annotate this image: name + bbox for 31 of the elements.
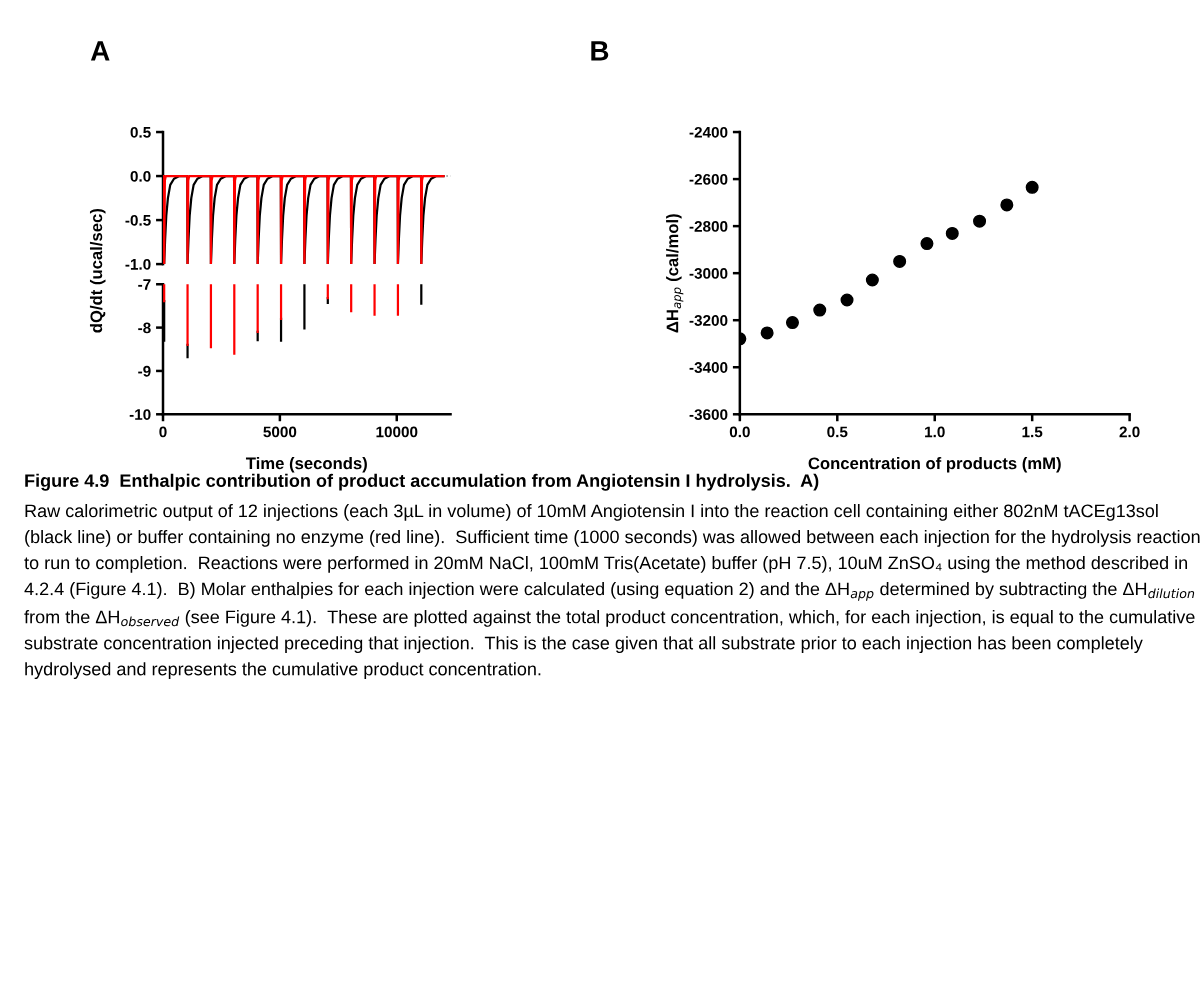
x-tick-label: 0 xyxy=(159,426,167,438)
y-tick-label: -2800 xyxy=(689,221,728,232)
y-tick-label: -10 xyxy=(129,409,151,420)
y-tick-label: 0.5 xyxy=(130,126,151,138)
y-axis-title: dQ/dt (ucal/sec) xyxy=(89,209,106,333)
x-tick-label: 1.0 xyxy=(925,426,945,438)
x-tick-label: 5000 xyxy=(263,426,297,438)
x-tick-label: 2.0 xyxy=(1119,426,1140,438)
x-tick-label: 0.5 xyxy=(827,426,848,438)
x-axis-title: Concentration of products (mM) xyxy=(808,457,1061,473)
y-tick-label: -7 xyxy=(138,279,151,290)
y-tick-label: -2600 xyxy=(689,173,728,185)
x-tick-label: 0.0 xyxy=(729,426,750,438)
y-axis-title: ΔH$_{app}$ (cal/mol) xyxy=(666,214,684,333)
text: Raw calorimetric output of 12 injections (each 3µL in volume) of 10mM Angiotensin I into the reaction cell containing either 802nM tACEg13sol (black line) or buffer containing no enzyme (red line). Sufficient time (1000 seconds) was allowed between each injection for the hydrolysis reaction to run to completion. Reactions were performed in 20mM NaCl, 100mM Tris(Acetate) buffer (pH 7.5), 10uM ZnSO₄ using the method described in 4.2.4 (Figure 4.1). B) Molar enthalpies for each injection were calculated (using equation 2) and the ΔH$_{app}$ determined by subtracting the ΔH$_{dilution}$ from the ΔH$_{observed}$ (see Figure 4.1). These are plotted against the total product concentration, which, for each injection, is equal to the cumulative substrate concentration injected preceding that injection. This is the case given that all substrate prior to each injection has been completely hydrolysed and represents the cumulative product concentration. xyxy=(24,504,1200,679)
chart-title: A xyxy=(90,41,110,61)
y-tick-label: 0.0 xyxy=(130,170,151,182)
y-tick-label: -3000 xyxy=(689,268,728,279)
y-tick-label: -3200 xyxy=(689,315,728,326)
y-tick-label: -8 xyxy=(138,322,151,334)
y-tick-label: -3400 xyxy=(689,362,728,373)
chart-title: B xyxy=(591,41,609,61)
y-tick-label: -1.0 xyxy=(125,258,151,270)
y-tick-label: -2400 xyxy=(689,126,728,138)
y-tick-label: -9 xyxy=(138,365,151,377)
caption: Figure 4.9 Enthalpic contribution of product accumulation from Angiotensin I hydrolysis. A) xyxy=(25,473,819,491)
x-axis-title: Time (seconds) xyxy=(245,457,367,473)
x-tick-label: 10000 xyxy=(376,426,418,438)
y-tick-label: -0.5 xyxy=(125,214,151,226)
x-tick-label: 1.5 xyxy=(1022,426,1043,438)
y-tick-label: -3600 xyxy=(689,409,728,420)
